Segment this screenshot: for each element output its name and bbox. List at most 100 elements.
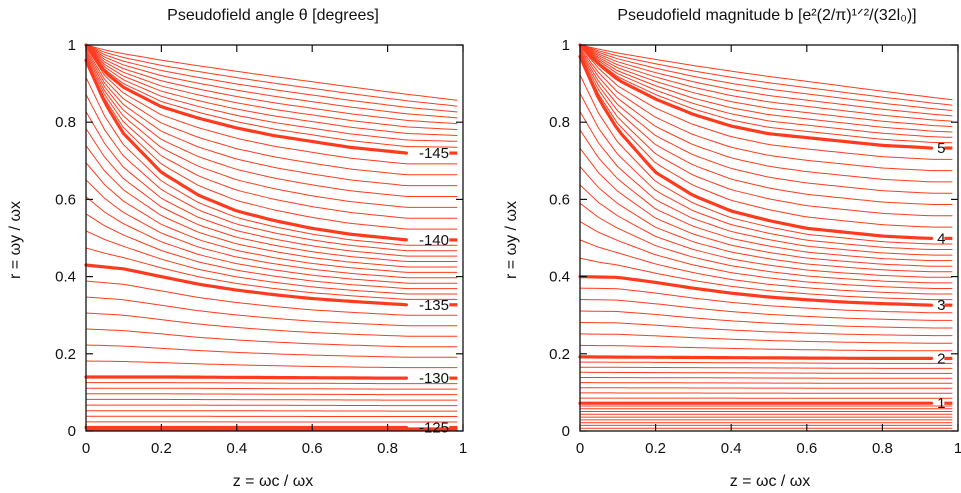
plot-frame <box>85 44 464 432</box>
y-tick-label: 0.8 <box>55 114 76 131</box>
y-tick-label: 1 <box>562 37 570 54</box>
contour-label: -135 <box>419 297 449 314</box>
contour-line <box>85 162 458 273</box>
contour-line-labeled <box>578 275 934 307</box>
contour-line <box>580 366 953 369</box>
contour-line <box>85 44 458 136</box>
contour-line-labeled <box>84 375 408 380</box>
contour-line <box>579 299 953 321</box>
contour-line <box>579 166 953 273</box>
contour-line <box>85 58 458 230</box>
contour-line-labeled <box>84 43 408 155</box>
contour-line <box>579 239 953 295</box>
contour-line <box>85 128 458 262</box>
contour-line <box>579 184 953 278</box>
contour-line <box>85 44 458 107</box>
contour-line <box>579 44 953 128</box>
contour-line <box>579 74 953 245</box>
contour-line <box>85 44 458 131</box>
y-axis-label: r = ωy / ωx <box>503 201 520 279</box>
contour-line <box>579 111 953 256</box>
x-axis-label: z = ωc / ωx <box>730 473 811 490</box>
contour-lines <box>84 43 458 432</box>
x-tick-label: 0 <box>576 440 584 457</box>
contour-line <box>85 328 458 348</box>
contour-line <box>579 361 953 364</box>
contour-line <box>579 287 953 314</box>
x-tick-label: 0 <box>82 440 90 457</box>
contour-line <box>85 56 458 219</box>
x-axis-ticks: 0 0.2 0.4 0.6 0.8 1 <box>82 45 467 457</box>
contour-line <box>579 44 953 138</box>
contour-line <box>579 44 953 111</box>
contour-line <box>579 221 953 289</box>
contour-line <box>579 310 953 329</box>
contour-line <box>85 50 458 187</box>
contour-line <box>85 360 458 369</box>
contour-line <box>580 387 953 389</box>
contour-line <box>580 371 953 374</box>
contour-line <box>85 111 458 257</box>
y-tick-label: 0.4 <box>55 269 76 286</box>
contour-line <box>85 312 458 337</box>
contour-line <box>85 44 458 113</box>
contour-line <box>579 344 953 352</box>
contour-line-labeled <box>578 43 934 150</box>
y-axis-label: r = ωy / ωx <box>7 201 24 279</box>
x-tick-label: 0.4 <box>226 440 247 457</box>
contour-label: 3 <box>937 297 945 314</box>
contour-line <box>85 44 458 101</box>
y-tick-label: 0.4 <box>549 269 570 286</box>
x-axis-ticks: 0 0.2 0.4 0.6 0.8 1 <box>576 45 961 457</box>
contour-line <box>85 46 458 165</box>
contour-label: -130 <box>419 370 449 387</box>
contour-label: -140 <box>419 232 449 249</box>
contour-line <box>579 202 953 284</box>
contour-line <box>579 322 953 337</box>
chart-panel-magnitude: Pseudofield magnitude b [e²(2/π)¹ᐟ²/(32l… <box>503 7 961 490</box>
contour-line <box>85 280 458 316</box>
y-tick-label: 0.8 <box>549 114 570 131</box>
contour-line <box>85 247 458 300</box>
contour-labels: -145 -140 -135 -130 -125 <box>419 145 449 436</box>
chart-title: Pseudofield angle θ [degrees] <box>167 7 379 24</box>
contour-line <box>579 53 953 217</box>
contour-line <box>579 44 953 133</box>
contour-line <box>85 94 458 252</box>
contour-line <box>86 387 458 390</box>
x-tick-label: 0.8 <box>377 440 398 457</box>
contour-label: 1 <box>937 395 945 412</box>
contour-line <box>86 382 458 385</box>
contour-line <box>85 179 458 279</box>
contour-line <box>579 147 953 267</box>
contour-line <box>579 129 953 262</box>
contour-line <box>580 377 953 379</box>
x-tick-label: 1 <box>954 440 961 457</box>
contour-line <box>86 404 458 407</box>
contour-line <box>579 50 953 194</box>
contour-line <box>579 54 953 228</box>
contour-line-labeled <box>578 55 934 240</box>
plot-frame <box>579 44 959 432</box>
contour-lines <box>578 43 953 429</box>
x-tick-label: 0.6 <box>796 440 817 457</box>
x-tick-label: 0.2 <box>151 440 172 457</box>
contour-line <box>85 344 458 358</box>
contour-line <box>86 398 458 401</box>
contour-line <box>579 44 953 101</box>
contour-label: -125 <box>419 420 449 437</box>
y-tick-label: 0.2 <box>55 346 76 363</box>
contour-labels: 5 4 3 2 1 <box>937 140 945 412</box>
contour-line <box>86 393 458 396</box>
x-tick-label: 0.4 <box>721 440 742 457</box>
contour-line <box>579 44 953 144</box>
contour-line <box>579 93 953 250</box>
x-tick-label: 0.6 <box>302 440 323 457</box>
contour-label: -145 <box>419 145 449 162</box>
contour-line <box>85 44 458 125</box>
contour-line <box>579 44 953 117</box>
contour-line <box>85 54 458 208</box>
contour-line <box>85 145 458 268</box>
contour-line <box>580 382 953 384</box>
y-axis-ticks: 0 0.2 0.4 0.6 0.8 1 <box>549 37 958 440</box>
